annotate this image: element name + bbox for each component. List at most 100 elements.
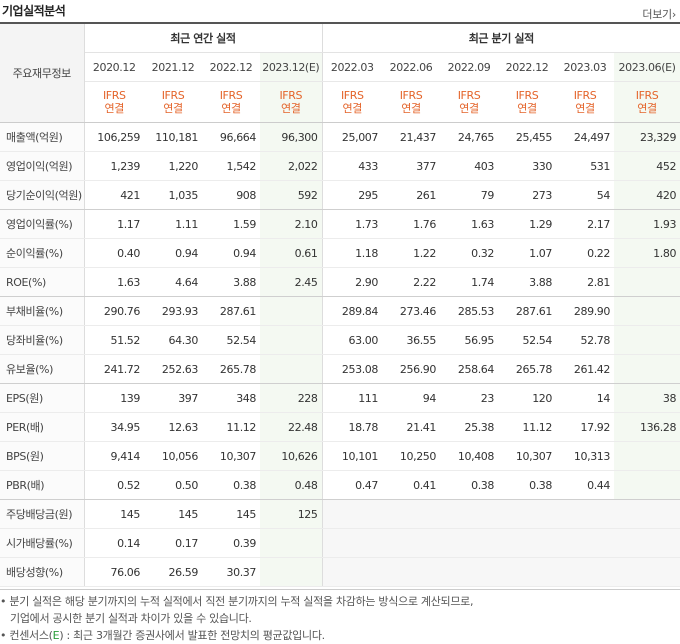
table-cell [556,557,614,587]
table-row: 순이익률(%) 0.40 0.94 0.94 0.61 1.18 1.22 0.32 1.07 0… [0,238,680,268]
period-header: 2023.06(E) [614,52,680,82]
table-cell [322,557,382,587]
table-cell: 0.44 [556,470,614,500]
consolidated-label: 연결 [575,102,595,115]
table-cell: 23,329 [614,122,680,152]
group-annual: 최근 연간 실적 [84,23,323,53]
table-cell: 1.76 [382,209,440,239]
table-cell: 293.93 [144,296,202,326]
table-cell: 1.07 [498,238,556,268]
table-cell: 261.42 [556,354,614,384]
table-cell [498,499,556,529]
footnote-1-cont: 기업에서 공시한 분기 실적과 차이가 있을 수 있습니다. [10,612,252,625]
table-cell: 265.78 [202,354,260,384]
ifrs-basis-header: IFRS 연결 [498,81,556,123]
more-link[interactable]: 더보기› [642,6,676,22]
table-cell: 52.78 [556,325,614,355]
consolidated-label: 연결 [637,102,657,115]
table-cell: 10,313 [556,441,614,471]
table-cell: 10,626 [260,441,323,471]
period-header: 2022.03 [322,52,382,82]
table-cell: 1.29 [498,209,556,239]
ifrs-basis-header: IFRS 연결 [382,81,440,123]
table-cell: 54 [556,180,614,210]
row-label: 시가배당률(%) [0,528,85,558]
table-cell [556,499,614,529]
table-cell: 287.61 [498,296,556,326]
table-cell [614,499,680,529]
table-cell: 11.12 [202,412,260,442]
table-cell: 2.90 [322,267,382,297]
period-header: 2022.12 [498,52,556,82]
table-cell: 252.63 [144,354,202,384]
table-cell: 125 [260,499,323,529]
table-cell: 0.94 [202,238,260,268]
table-cell [614,325,680,355]
table-row: 당기순이익(억원) 421 1,035 908 592 295 261 79 273 54 420 [0,180,680,210]
table-cell: 421 [84,180,144,210]
table-cell [498,557,556,587]
table-cell: 2.22 [382,267,440,297]
table-cell: 23 [440,383,498,413]
table-cell: 18.78 [322,412,382,442]
footnote-2: • 컨센서스(E) : 최근 3개월간 증권사에서 발표한 전망치의 평균값입니… [0,627,680,644]
table-cell: 26.59 [144,557,202,587]
table-cell: 273.46 [382,296,440,326]
table-cell: 1.80 [614,238,680,268]
table-cell [260,296,323,326]
table-cell: 0.47 [322,470,382,500]
table-cell: 76.06 [84,557,144,587]
table-cell [614,296,680,326]
table-cell: 1.93 [614,209,680,239]
table-cell: 3.88 [498,267,556,297]
table-cell [614,528,680,558]
table-cell: 1.59 [202,209,260,239]
ifrs-basis-header: IFRS 연결 [614,81,680,123]
table-cell: 0.40 [84,238,144,268]
ifrs-label: IFRS [515,89,539,102]
table-cell: 0.39 [202,528,260,558]
table-cell: 0.32 [440,238,498,268]
table-cell: 56.95 [440,325,498,355]
section-title: 기업실적분석 [2,4,66,18]
row-label: 당좌비율(%) [0,325,85,355]
row-label: ROE(%) [0,267,85,297]
table-cell: 1.11 [144,209,202,239]
table-cell: 94 [382,383,440,413]
table-cell: 1.73 [322,209,382,239]
period-header: 2022.12 [202,52,260,82]
table-cell [382,528,440,558]
table-cell [440,499,498,529]
row-label: 부채비율(%) [0,296,85,326]
table-cell [614,557,680,587]
corner-label: 주요재무정보 [0,23,85,123]
consolidated-label: 연결 [281,102,301,115]
table-row: PBR(배) 0.52 0.50 0.38 0.48 0.47 0.41 0.38 0.38 0.… [0,470,680,500]
table-row: BPS(원) 9,414 10,056 10,307 10,626 10,101 10,25… [0,441,680,471]
table-cell: 241.72 [84,354,144,384]
period-header: 2021.12 [144,52,202,82]
table-cell: 908 [202,180,260,210]
table-row: 당좌비율(%) 51.52 64.30 52.54 63.00 36.55 56.95 52.… [0,325,680,355]
table-cell: 1,239 [84,151,144,181]
more-label[interactable]: 더보기 [642,8,672,21]
table-cell: 531 [556,151,614,181]
row-label: 영업이익(억원) [0,151,85,181]
table-cell: 63.00 [322,325,382,355]
table-cell: 10,307 [202,441,260,471]
table-cell: 290.76 [84,296,144,326]
footnote-1: • 분기 실적은 해당 분기까지의 누적 실적에서 직전 분기까지의 누적 실적… [0,595,474,608]
table-cell: 0.17 [144,528,202,558]
table-cell: 285.53 [440,296,498,326]
period-header: 2023.03 [556,52,614,82]
table-cell: 0.38 [440,470,498,500]
table-cell: 25,455 [498,122,556,152]
section-header: 기업실적분석 더보기› [0,0,680,22]
estimate-mark: E [52,629,60,642]
table-cell: 36.55 [382,325,440,355]
chevron-right-icon: › [671,8,676,21]
table-cell: 0.41 [382,470,440,500]
table-cell: 139 [84,383,144,413]
table-cell: 51.52 [84,325,144,355]
row-label: PBR(배) [0,470,85,500]
